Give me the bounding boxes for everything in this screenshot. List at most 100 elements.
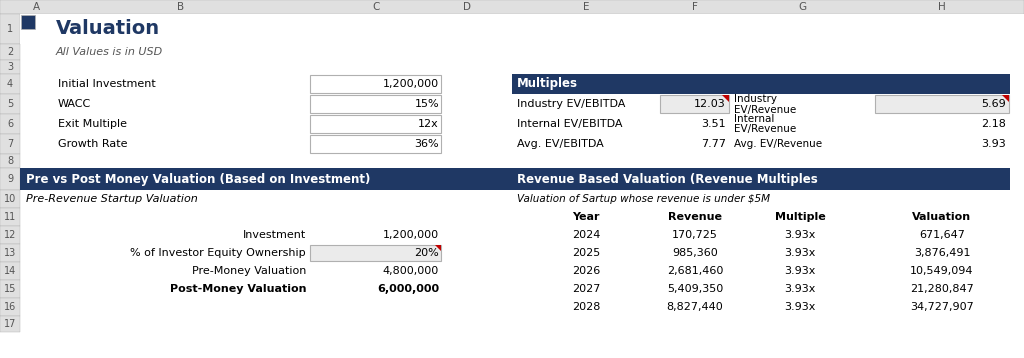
Text: Year: Year xyxy=(572,212,600,222)
Text: Post-Money Valuation: Post-Money Valuation xyxy=(170,284,306,294)
Text: 3.93x: 3.93x xyxy=(784,230,816,240)
Bar xyxy=(22,15,35,29)
Text: WACC: WACC xyxy=(58,99,91,109)
Text: 5: 5 xyxy=(7,99,13,109)
Text: 2027: 2027 xyxy=(571,284,600,294)
Text: 3: 3 xyxy=(7,62,13,72)
Text: 7.77: 7.77 xyxy=(701,139,726,149)
Text: 6: 6 xyxy=(7,119,13,129)
Bar xyxy=(0,168,20,190)
Text: 4: 4 xyxy=(7,79,13,89)
Text: Avg. EV/EBITDA: Avg. EV/EBITDA xyxy=(517,139,604,149)
Text: 15: 15 xyxy=(4,284,16,294)
Text: G: G xyxy=(798,2,806,12)
Bar xyxy=(0,0,1024,14)
Bar xyxy=(310,75,441,93)
Text: 170,725: 170,725 xyxy=(672,230,718,240)
Text: 12.03: 12.03 xyxy=(694,99,726,109)
Text: Growth Rate: Growth Rate xyxy=(58,139,128,149)
Text: 2: 2 xyxy=(7,47,13,57)
Text: 13: 13 xyxy=(4,248,16,258)
Text: 11: 11 xyxy=(4,212,16,222)
Bar xyxy=(0,154,20,168)
Text: 3.93x: 3.93x xyxy=(784,266,816,276)
Text: 14: 14 xyxy=(4,266,16,276)
Text: 2025: 2025 xyxy=(571,248,600,258)
Text: E: E xyxy=(583,2,589,12)
Text: 3.93x: 3.93x xyxy=(784,302,816,312)
Text: 5,409,350: 5,409,350 xyxy=(667,284,723,294)
Text: 8,827,440: 8,827,440 xyxy=(667,302,723,312)
Text: Revenue: Revenue xyxy=(668,212,722,222)
Text: Multiples: Multiples xyxy=(517,77,578,91)
Text: Pre vs Post Money Valuation (Based on Investment): Pre vs Post Money Valuation (Based on In… xyxy=(26,173,371,185)
Bar xyxy=(874,95,1009,113)
Bar xyxy=(0,44,20,60)
Text: 8: 8 xyxy=(7,156,13,166)
Text: D: D xyxy=(463,2,471,12)
Text: 10: 10 xyxy=(4,194,16,204)
Text: Revenue Based Valuation (Revenue Multiples: Revenue Based Valuation (Revenue Multipl… xyxy=(517,173,818,185)
Text: 6,000,000: 6,000,000 xyxy=(377,284,439,294)
Text: 5.69: 5.69 xyxy=(981,99,1006,109)
Bar xyxy=(660,95,729,113)
Bar xyxy=(0,14,20,44)
Text: Pre-Revenue Startup Valuation: Pre-Revenue Startup Valuation xyxy=(26,194,198,204)
Text: 12: 12 xyxy=(4,230,16,240)
Text: 671,647: 671,647 xyxy=(920,230,965,240)
Text: Exit Multiple: Exit Multiple xyxy=(58,119,127,129)
Bar xyxy=(512,168,1010,190)
Text: All Values is in USD: All Values is in USD xyxy=(56,47,163,57)
Text: 20%: 20% xyxy=(415,248,439,258)
Bar xyxy=(0,190,20,208)
Text: Internal EV/EBITDA: Internal EV/EBITDA xyxy=(517,119,623,129)
Text: C: C xyxy=(373,2,380,12)
Bar xyxy=(0,262,20,280)
Polygon shape xyxy=(1002,95,1009,102)
Text: 1,200,000: 1,200,000 xyxy=(383,79,439,89)
Text: 2,681,460: 2,681,460 xyxy=(667,266,723,276)
Bar xyxy=(0,114,20,134)
Text: 3.51: 3.51 xyxy=(701,119,726,129)
Text: 34,727,907: 34,727,907 xyxy=(910,302,974,312)
Text: 9: 9 xyxy=(7,174,13,184)
Text: H: H xyxy=(938,2,946,12)
Text: 7: 7 xyxy=(7,139,13,149)
Text: Initial Investment: Initial Investment xyxy=(58,79,156,89)
Text: Investment: Investment xyxy=(243,230,306,240)
Text: A: A xyxy=(33,2,40,12)
Polygon shape xyxy=(435,245,441,251)
Text: Pre-Money Valuation: Pre-Money Valuation xyxy=(191,266,306,276)
Bar xyxy=(0,280,20,298)
Text: Valuation of Sartup whose revenue is under $5M: Valuation of Sartup whose revenue is und… xyxy=(517,194,770,204)
Bar xyxy=(0,244,20,262)
Bar xyxy=(512,74,1010,94)
Bar xyxy=(310,115,441,133)
Bar xyxy=(0,298,20,316)
Text: Avg. EV/Revenue: Avg. EV/Revenue xyxy=(734,139,822,149)
Polygon shape xyxy=(722,95,729,102)
Text: 2024: 2024 xyxy=(571,230,600,240)
Text: 2028: 2028 xyxy=(571,302,600,312)
Text: 17: 17 xyxy=(4,319,16,329)
Text: 3,876,491: 3,876,491 xyxy=(913,248,971,258)
Bar xyxy=(310,245,441,261)
Text: 15%: 15% xyxy=(415,99,439,109)
Bar xyxy=(20,14,1024,44)
Text: Internal: Internal xyxy=(734,114,774,124)
Text: 3.93x: 3.93x xyxy=(784,284,816,294)
Bar xyxy=(0,74,20,94)
Text: 12x: 12x xyxy=(418,119,439,129)
Text: 985,360: 985,360 xyxy=(672,248,718,258)
Text: 1,200,000: 1,200,000 xyxy=(383,230,439,240)
Text: 36%: 36% xyxy=(415,139,439,149)
Text: EV/Revenue: EV/Revenue xyxy=(734,105,797,115)
Bar xyxy=(0,208,20,226)
Text: 10,549,094: 10,549,094 xyxy=(910,266,974,276)
Bar xyxy=(0,316,20,332)
Text: % of Investor Equity Ownership: % of Investor Equity Ownership xyxy=(130,248,306,258)
Text: EV/Revenue: EV/Revenue xyxy=(734,124,797,134)
Text: 4,800,000: 4,800,000 xyxy=(383,266,439,276)
Text: B: B xyxy=(177,2,184,12)
Text: 16: 16 xyxy=(4,302,16,312)
